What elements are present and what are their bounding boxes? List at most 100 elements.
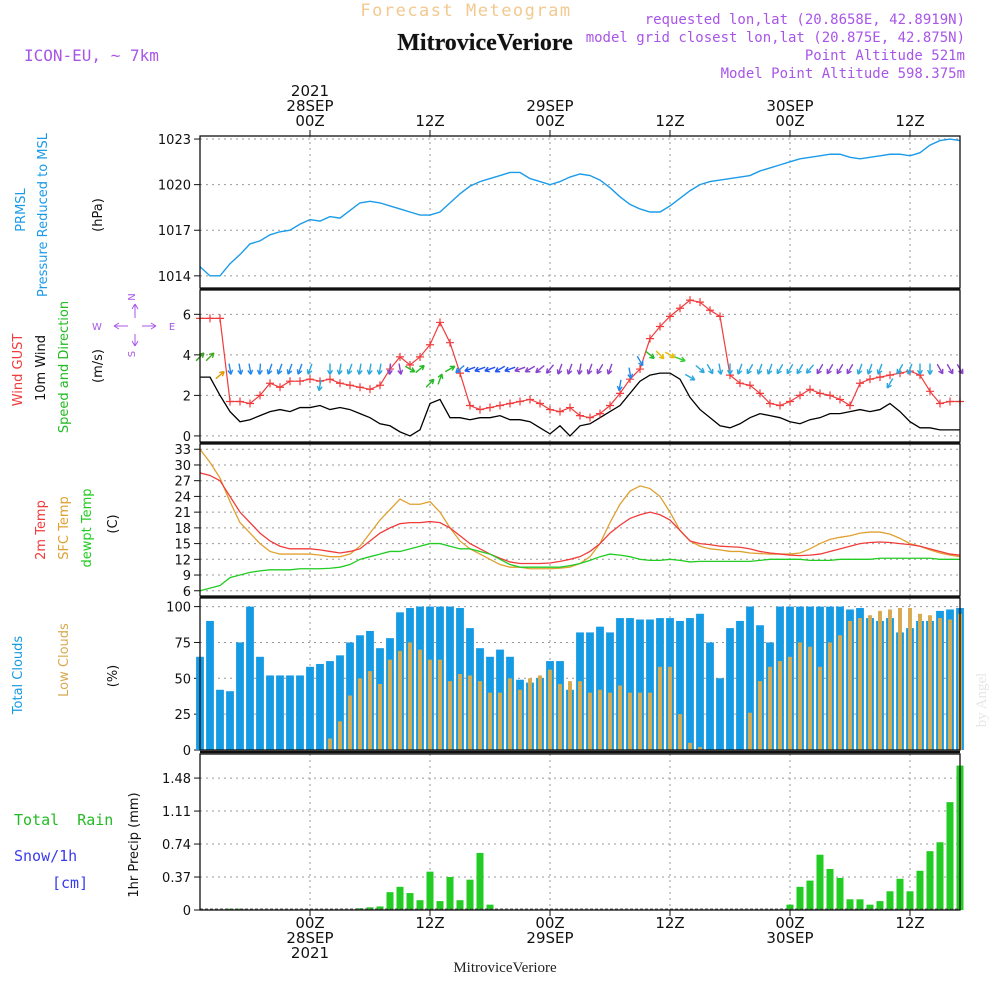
wind-direction-arrow — [276, 363, 283, 375]
precip-frame — [199, 753, 961, 911]
total-cloud-bar — [256, 656, 264, 750]
wind-direction-arrow — [655, 350, 665, 360]
wind-direction-arrow — [746, 363, 754, 375]
cloud-ytick-label: 75 — [174, 636, 191, 651]
low-cloud-bar — [428, 659, 432, 750]
top-axis-label: 00Z — [775, 112, 804, 130]
wind-direction-arrow — [455, 364, 465, 374]
low-cloud-bar — [448, 681, 452, 750]
low-cloud-bar — [608, 692, 612, 750]
gust-marker — [866, 375, 874, 384]
wind-direction-arrow — [286, 363, 293, 375]
snow-label: Snow/1h — [14, 847, 77, 865]
rain-bar — [486, 904, 494, 910]
rain-bar — [886, 891, 894, 910]
gust-marker — [266, 379, 274, 388]
gust-marker — [506, 399, 514, 408]
wind-direction-arrow — [415, 364, 425, 374]
wind-ytick-label: 0 — [183, 430, 191, 445]
pressure-ytick-label: 1014 — [158, 270, 191, 285]
sfctemp-label: SFC Temp — [57, 496, 72, 560]
low-cloud-bar — [818, 666, 822, 750]
cloud-panel: 0 25 50 75 100 — [166, 597, 964, 759]
top-axis-label: 12Z — [415, 112, 444, 130]
wind-direction-arrow — [586, 363, 593, 375]
wind-direction-arrow — [205, 352, 215, 362]
gust-marker — [946, 397, 954, 406]
temp-frame — [199, 443, 961, 597]
wind-direction-arrow — [386, 363, 393, 375]
gust-marker — [336, 379, 344, 388]
low-cloud-bar — [668, 666, 672, 750]
closest-coords: model grid closest lon,lat (20.875E, 42.… — [586, 30, 965, 46]
low-cloud-bar — [678, 714, 682, 750]
gust-marker — [356, 383, 364, 392]
pressure-ytick-label: 1023 — [158, 133, 191, 148]
low-cloud-bar — [798, 642, 802, 750]
precip-panel: 0 0.37 0.74 1.11 1.48 — [162, 753, 964, 919]
low-cloud-bar — [808, 646, 812, 750]
wind-direction-arrow — [316, 379, 323, 392]
wind-direction-arrow — [674, 356, 686, 363]
panels: 1014101710201023024669121518212427303302… — [158, 133, 964, 919]
wind-direction-arrow — [736, 363, 743, 375]
gust-marker — [856, 379, 864, 388]
wind-direction-arrow — [756, 363, 763, 375]
wind-direction-arrow — [266, 363, 273, 375]
cloud-ytick-label: 100 — [166, 601, 191, 616]
gust-marker — [526, 395, 534, 404]
total-cloud-bar — [606, 632, 614, 750]
model-label: ICON-EU, ~ 7km — [24, 46, 159, 65]
precip-labels: Total Rain Snow/1h [cm] 1hr Precip (mm) — [14, 792, 142, 897]
wind-direction-arrow — [444, 365, 456, 373]
wind-direction-arrow — [916, 363, 924, 375]
gust-marker — [606, 401, 614, 410]
gust-marker — [586, 413, 594, 422]
wind-direction-arrow — [296, 363, 303, 375]
gust-marker — [766, 399, 774, 408]
credit-watermark: by Angel — [974, 673, 990, 728]
wind-direction-arrow — [836, 363, 844, 375]
wind-direction-arrow — [474, 366, 486, 373]
bottom-axis-label: 00Z — [295, 914, 324, 932]
pressure-ytick-label: 1017 — [158, 224, 191, 239]
low-cloud-bar — [748, 712, 752, 750]
low-cloud-bar — [458, 674, 462, 750]
total-cloud-bar — [216, 689, 224, 750]
gust-marker — [366, 385, 374, 394]
gust-marker — [566, 403, 574, 412]
wind-direction-arrow — [627, 367, 634, 379]
wind-direction-arrow — [684, 373, 696, 381]
wind-direction-arrow — [556, 363, 563, 375]
compass-s: S — [127, 351, 138, 357]
low-cloud-bar — [328, 738, 332, 750]
temp-ytick-label: 18 — [174, 522, 191, 537]
winddir-label: Speed and Direction — [57, 301, 72, 433]
gust-marker — [516, 397, 524, 406]
wind-direction-arrow — [566, 363, 573, 375]
wind-direction-arrow — [366, 363, 373, 375]
wind-direction-arrow — [645, 350, 655, 360]
gust-label: Wind GUST — [11, 334, 26, 407]
gust-marker — [636, 365, 644, 374]
total-cloud-bar — [336, 655, 344, 750]
bottom-axis-label: 00Z — [775, 914, 804, 932]
total-cloud-bar — [596, 626, 604, 750]
low-cloud-bar — [548, 669, 552, 750]
total-cloud-bar — [676, 620, 684, 750]
low-cloud-bar — [568, 681, 572, 750]
wind-direction-arrow — [786, 363, 794, 375]
gust-marker — [736, 379, 744, 388]
pressure-unit: (hPa) — [91, 198, 106, 232]
rain-bar — [476, 852, 484, 910]
wind10m-label: 10m Wind — [34, 335, 49, 401]
total-cloud-bar — [266, 675, 274, 750]
gust-marker — [746, 381, 754, 390]
top-axis-label: 28SEP — [286, 97, 333, 115]
temp-unit: (C) — [106, 514, 121, 533]
wind-direction-arrow — [336, 363, 343, 375]
wind-direction-arrow — [237, 363, 244, 375]
gust-marker — [456, 369, 464, 378]
temp-ytick-label: 9 — [183, 569, 191, 584]
